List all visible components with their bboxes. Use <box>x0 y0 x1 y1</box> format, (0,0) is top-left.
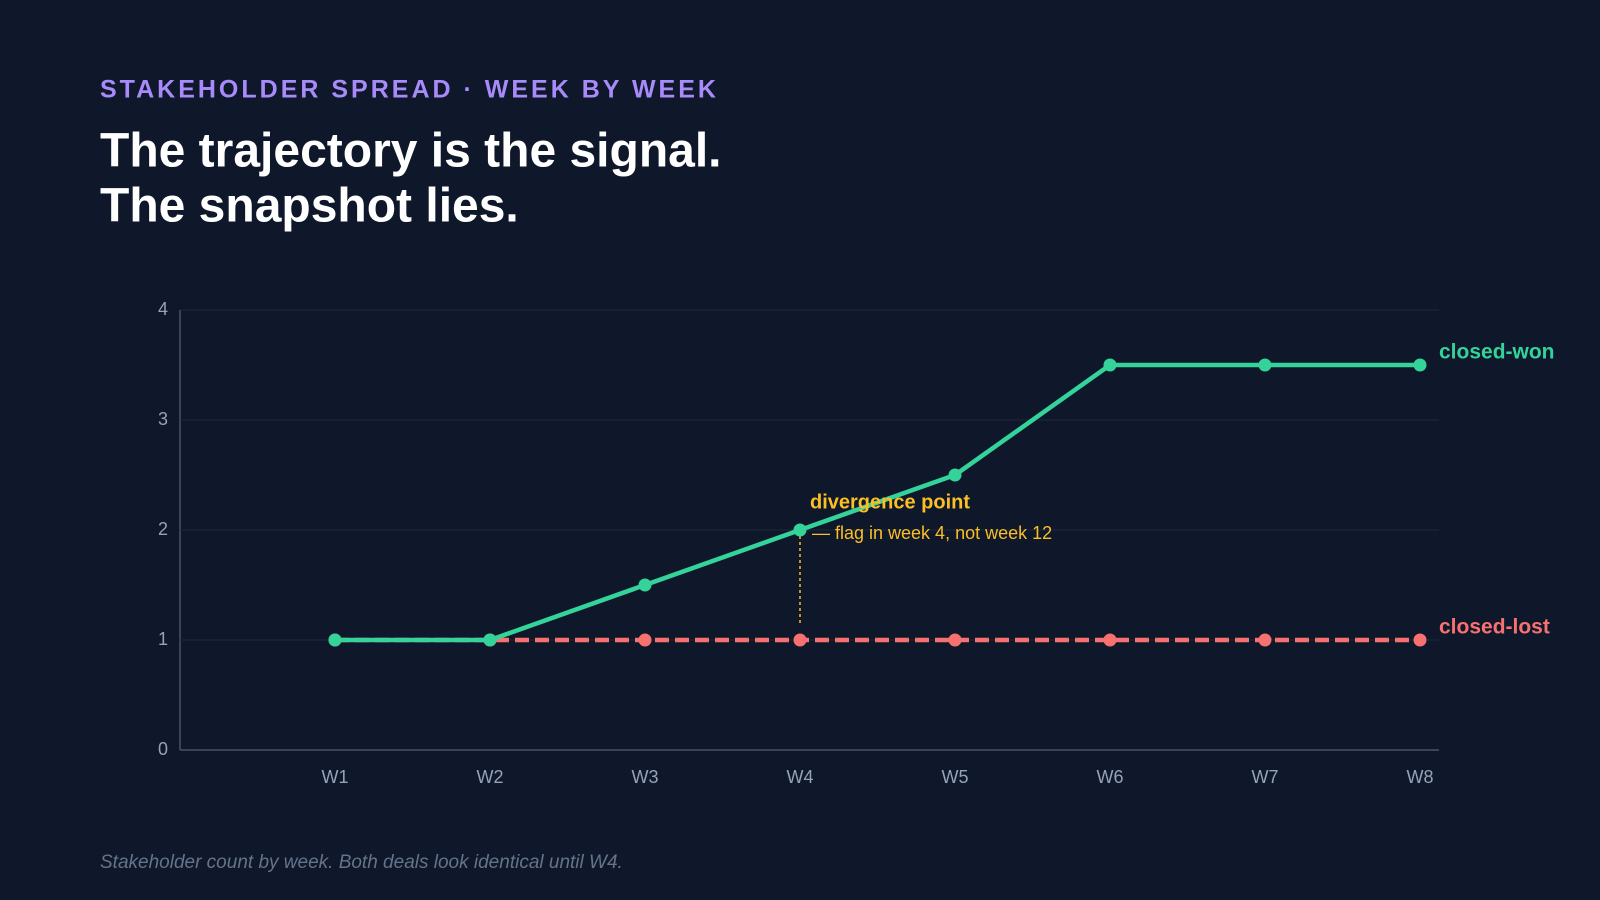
point <box>1258 358 1272 372</box>
series-label: closed-won <box>1439 341 1555 364</box>
series-label: closed-lost <box>1439 616 1550 639</box>
x-tick-label: W6 <box>1097 767 1124 787</box>
y-tick-label: 2 <box>158 519 168 539</box>
annotation-title: divergence point <box>810 491 970 513</box>
point <box>1258 633 1272 647</box>
caption: Stakeholder count by week. Both deals lo… <box>100 852 623 873</box>
point <box>793 633 807 647</box>
title-line: The snapshot lies. <box>100 180 519 233</box>
point <box>1103 358 1117 372</box>
y-tick-label: 0 <box>158 739 168 759</box>
point <box>793 523 807 537</box>
x-tick-label: W8 <box>1407 767 1434 787</box>
point <box>483 633 497 647</box>
x-tick-label: W3 <box>632 767 659 787</box>
point <box>948 633 962 647</box>
point <box>638 633 652 647</box>
x-tick-label: W5 <box>942 767 969 787</box>
x-tick-label: W4 <box>787 767 814 787</box>
title-line: The trajectory is the signal. <box>100 125 722 178</box>
point <box>328 633 342 647</box>
point <box>1413 358 1427 372</box>
y-tick-label: 3 <box>158 409 168 429</box>
y-tick-label: 4 <box>158 299 168 319</box>
point <box>948 468 962 482</box>
annotation-text: — flag in week 4, not week 12 <box>812 523 1052 543</box>
series-line <box>335 362 1420 643</box>
point <box>1103 633 1117 647</box>
eyebrow: STAKEHOLDER SPREAD · WEEK BY WEEK <box>100 76 719 104</box>
point <box>638 578 652 592</box>
x-tick-label: W1 <box>322 767 349 787</box>
x-tick-label: W2 <box>477 767 504 787</box>
x-tick-label: W7 <box>1252 767 1279 787</box>
y-tick-label: 1 <box>158 629 168 649</box>
point <box>1413 633 1427 647</box>
